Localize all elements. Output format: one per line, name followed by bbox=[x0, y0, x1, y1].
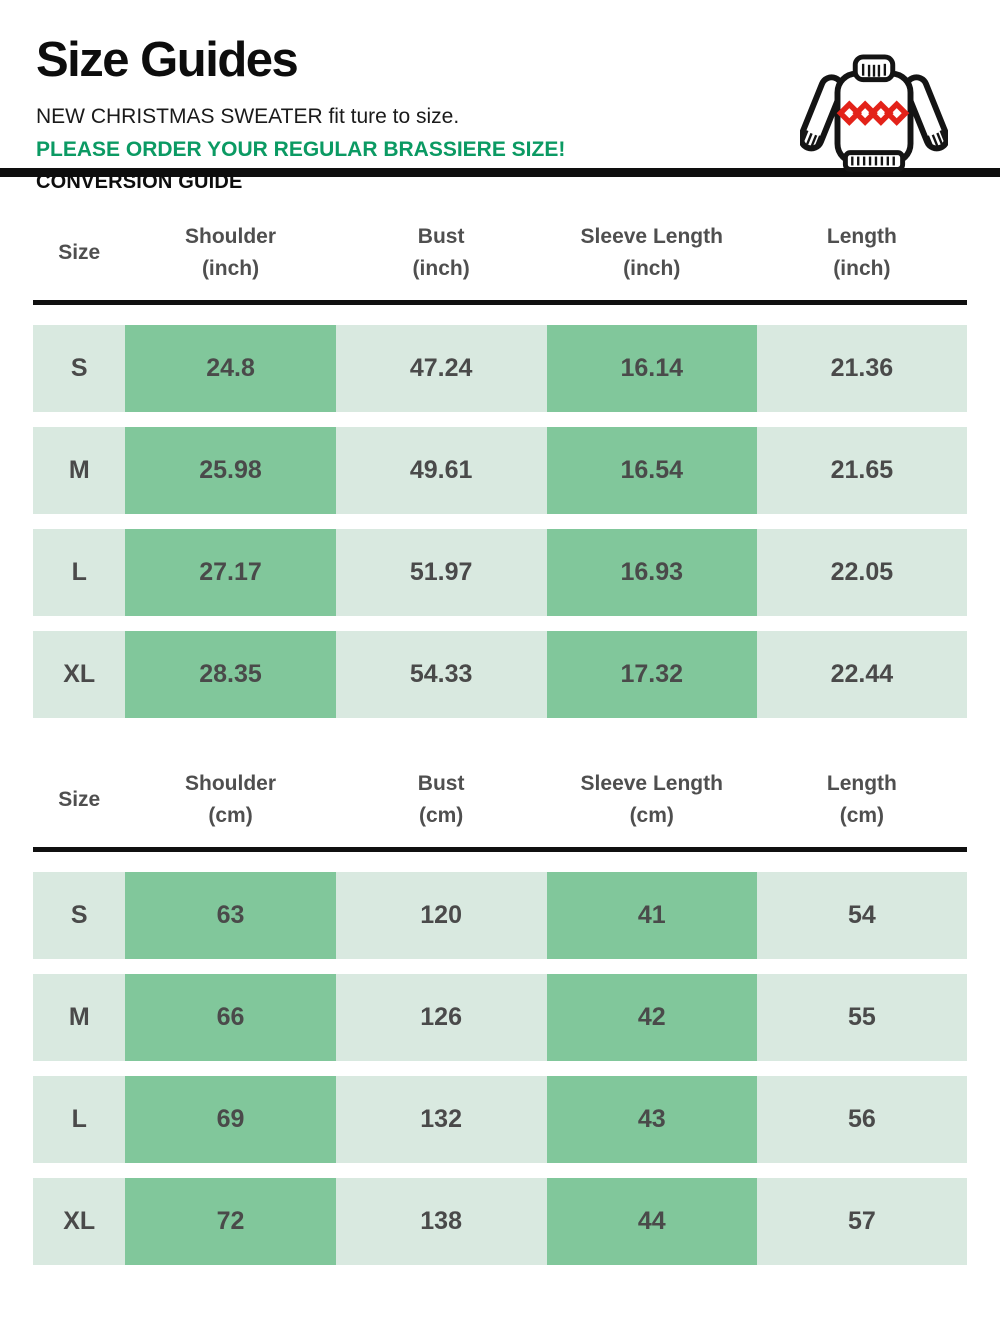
cell-sleeve-length: 42 bbox=[546, 974, 757, 1061]
size-row-l: L 69 132 43 56 bbox=[33, 1076, 967, 1163]
cell-size: M bbox=[33, 427, 126, 514]
cell-length: 55 bbox=[756, 974, 967, 1061]
christmas-sweater-icon bbox=[800, 54, 948, 172]
cell-sleeve-length: 43 bbox=[546, 1076, 757, 1163]
header-section: Size Guides NEW CHRISTMAS SWEATER fit tu… bbox=[0, 0, 1000, 193]
size-row-s: S 24.8 47.24 16.14 21.36 bbox=[33, 325, 967, 412]
size-row-s: S 63 120 41 54 bbox=[33, 872, 967, 959]
cell-size: XL bbox=[33, 1178, 126, 1265]
cell-shoulder: 28.35 bbox=[125, 631, 336, 718]
page-title: Size Guides bbox=[36, 33, 299, 87]
column-header-size: Size bbox=[58, 240, 101, 264]
order-notice: PLEASE ORDER YOUR REGULAR BRASSIERE SIZE… bbox=[36, 138, 566, 161]
section-divider-bar bbox=[0, 168, 1000, 177]
cell-shoulder: 24.8 bbox=[125, 325, 336, 412]
cell-sleeve-length: 16.54 bbox=[546, 427, 757, 514]
size-table-inch: Size Shoulder (inch) Bust (inch) Sleeve Le… bbox=[33, 177, 967, 718]
cell-bust: 138 bbox=[335, 1178, 547, 1265]
column-header-bust: Bust (cm) bbox=[417, 772, 465, 827]
cell-size: L bbox=[33, 1076, 126, 1163]
cell-sleeve-length: 41 bbox=[546, 872, 757, 959]
cell-bust: 47.24 bbox=[335, 325, 547, 412]
cell-sleeve-length: 16.14 bbox=[546, 325, 757, 412]
column-header-sleeve-length: Sleeve Length (cm) bbox=[580, 772, 723, 827]
cell-shoulder: 69 bbox=[125, 1076, 336, 1163]
cell-sleeve-length: 44 bbox=[546, 1178, 757, 1265]
cell-length: 56 bbox=[756, 1076, 967, 1163]
cell-size: S bbox=[33, 872, 126, 959]
cell-length: 57 bbox=[756, 1178, 967, 1265]
column-header-size: Size bbox=[58, 787, 101, 811]
cell-shoulder: 25.98 bbox=[125, 427, 336, 514]
cell-bust: 132 bbox=[335, 1076, 547, 1163]
fit-subtitle: NEW CHRISTMAS SWEATER fit ture to size. bbox=[36, 105, 460, 128]
column-header-shoulder: Shoulder (inch) bbox=[185, 225, 277, 280]
size-row-xl: XL 28.35 54.33 17.32 22.44 bbox=[33, 631, 967, 718]
column-header-bust: Bust (inch) bbox=[412, 225, 470, 280]
cell-bust: 49.61 bbox=[335, 427, 547, 514]
cell-size: L bbox=[33, 529, 126, 616]
cell-length: 54 bbox=[756, 872, 967, 959]
cell-bust: 51.97 bbox=[335, 529, 547, 616]
cell-bust: 120 bbox=[335, 872, 547, 959]
cell-size: S bbox=[33, 325, 126, 412]
cell-shoulder: 27.17 bbox=[125, 529, 336, 616]
size-row-m: M 25.98 49.61 16.54 21.65 bbox=[33, 427, 967, 514]
cell-length: 21.65 bbox=[756, 427, 967, 514]
cell-length: 22.44 bbox=[756, 631, 967, 718]
size-table-cm: Size Shoulder (cm) Bust (cm) Sleeve Length… bbox=[33, 726, 967, 1265]
size-row-xl: XL 72 138 44 57 bbox=[33, 1178, 967, 1265]
cell-shoulder: 63 bbox=[125, 872, 336, 959]
table-header-cm: Size Shoulder (cm) Bust (cm) Sleeve Length… bbox=[33, 726, 967, 852]
cell-sleeve-length: 16.93 bbox=[546, 529, 757, 616]
cell-size: M bbox=[33, 974, 126, 1061]
conversion-guide-label: CONVERSION GUIDE bbox=[36, 171, 243, 193]
cell-shoulder: 66 bbox=[125, 974, 336, 1061]
size-row-l: L 27.17 51.97 16.93 22.05 bbox=[33, 529, 967, 616]
cell-shoulder: 72 bbox=[125, 1178, 336, 1265]
column-header-shoulder: Shoulder (cm) bbox=[185, 772, 277, 827]
cell-sleeve-length: 17.32 bbox=[546, 631, 757, 718]
cell-length: 21.36 bbox=[756, 325, 967, 412]
size-tables: Size Shoulder (inch) Bust (inch) Sleeve Le… bbox=[0, 177, 1000, 1265]
cell-size: XL bbox=[33, 631, 126, 718]
cell-bust: 126 bbox=[335, 974, 547, 1061]
size-row-m: M 66 126 42 55 bbox=[33, 974, 967, 1061]
column-header-length: Length (inch) bbox=[826, 225, 897, 280]
cell-bust: 54.33 bbox=[335, 631, 547, 718]
column-header-sleeve-length: Sleeve Length (inch) bbox=[580, 225, 723, 280]
column-header-length: Length (cm) bbox=[826, 772, 897, 827]
cell-length: 22.05 bbox=[756, 529, 967, 616]
diamond-pattern bbox=[836, 100, 910, 126]
table-header-inch: Size Shoulder (inch) Bust (inch) Sleeve Le… bbox=[33, 177, 967, 305]
